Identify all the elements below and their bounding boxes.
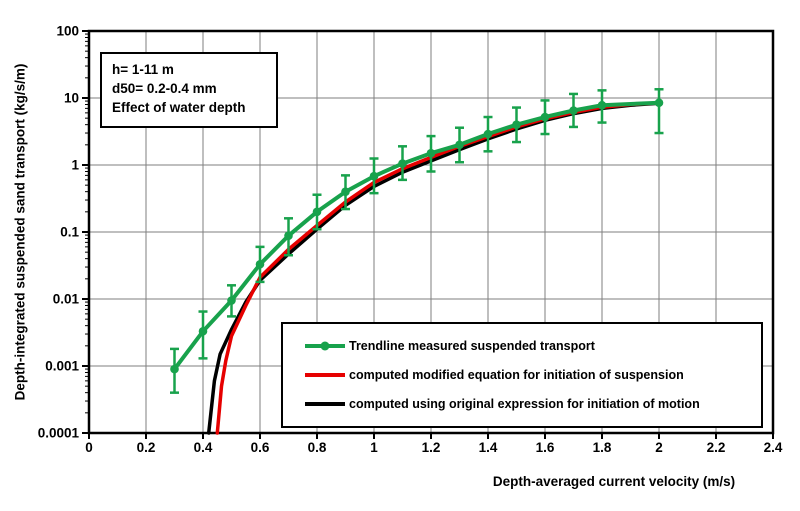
- data-point-marker: [170, 364, 179, 374]
- legend-item-trendline: Trendline measured suspended transport: [305, 339, 757, 353]
- data-point-marker: [540, 112, 550, 122]
- trendline-markers: [170, 98, 664, 374]
- x-tick-label: 0.6: [251, 440, 270, 455]
- legend-item-modified-equation: computed modified equation for initiatio…: [305, 368, 757, 382]
- legend-label: Trendline measured suspended transport: [349, 338, 595, 353]
- legend-item-original-expression: computed using original expression for i…: [305, 397, 757, 411]
- annotation-box: h= 1-11 m d50= 0.2-0.4 mm Effect of wate…: [100, 52, 278, 128]
- data-point-marker: [255, 259, 265, 269]
- x-tick-label: 0.8: [308, 440, 327, 455]
- y-tick-label: 10: [64, 91, 79, 106]
- x-tick-label: 0.2: [137, 440, 156, 455]
- x-tick-labels: 0 0.2 0.4 0.6 0.8 1 1.2 1.4 1.6 1.8 2 2.2 2.4: [85, 440, 783, 455]
- data-point-marker: [227, 296, 236, 305]
- x-tick-label: 1.8: [593, 440, 612, 455]
- y-axis-title: Depth-integrated suspended sand transpor…: [12, 63, 28, 401]
- data-point-marker: [654, 98, 664, 108]
- x-tick-label: 2: [655, 440, 663, 455]
- y-tick-label: 0.001: [45, 359, 79, 374]
- black-line-sample: [305, 402, 345, 407]
- trendline-line-sample: [305, 341, 345, 351]
- data-point-marker: [312, 207, 322, 217]
- x-tick-label: 0: [85, 440, 93, 455]
- data-point-marker: [426, 148, 436, 158]
- data-point-marker: [341, 187, 350, 196]
- trendline-marker-dot: [320, 341, 330, 351]
- x-tick-label: 1.4: [479, 440, 498, 455]
- x-tick-label: 2.4: [764, 440, 783, 455]
- y-tick-labels: 100 10 1 0.1 0.01 0.001 0.0001: [38, 24, 80, 441]
- y-tick-label: 1: [71, 158, 79, 173]
- legend: Trendline measured suspended transport c…: [281, 322, 763, 428]
- y-tick-label: 100: [56, 24, 79, 39]
- x-tick-label: 1.6: [536, 440, 555, 455]
- data-point-marker: [198, 326, 208, 336]
- plot-frame: [87, 29, 775, 435]
- red-line-sample: [305, 372, 345, 377]
- legend-label: computed modified equation for initiatio…: [349, 367, 684, 382]
- data-point-marker: [569, 106, 578, 115]
- annotation-line-depth: h= 1-11 m: [112, 62, 174, 77]
- x-tick-label: 0.4: [194, 440, 213, 455]
- y-tick-label: 0.1: [60, 225, 79, 240]
- data-point-marker: [398, 159, 407, 168]
- data-point-marker: [483, 129, 493, 139]
- data-point-marker: [597, 100, 607, 110]
- data-point-marker: [284, 231, 293, 241]
- legend-label: computed using original expression for i…: [349, 397, 700, 412]
- y-tick-label: 0.0001: [38, 426, 80, 441]
- annotation-line-effect: Effect of water depth: [112, 100, 246, 115]
- annotation-line-grainsize: d50= 0.2-0.4 mm: [112, 81, 217, 96]
- x-tick-label: 1: [370, 440, 378, 455]
- x-tick-label: 2.2: [707, 440, 726, 455]
- data-point-marker: [455, 140, 464, 150]
- data-point-marker: [512, 120, 521, 129]
- x-axis-title: Depth-averaged current velocity (m/s): [492, 474, 736, 489]
- error-bars: [170, 88, 664, 394]
- data-point-marker: [369, 171, 379, 181]
- x-tick-label: 1.2: [422, 440, 441, 455]
- y-tick-label: 0.01: [53, 292, 80, 307]
